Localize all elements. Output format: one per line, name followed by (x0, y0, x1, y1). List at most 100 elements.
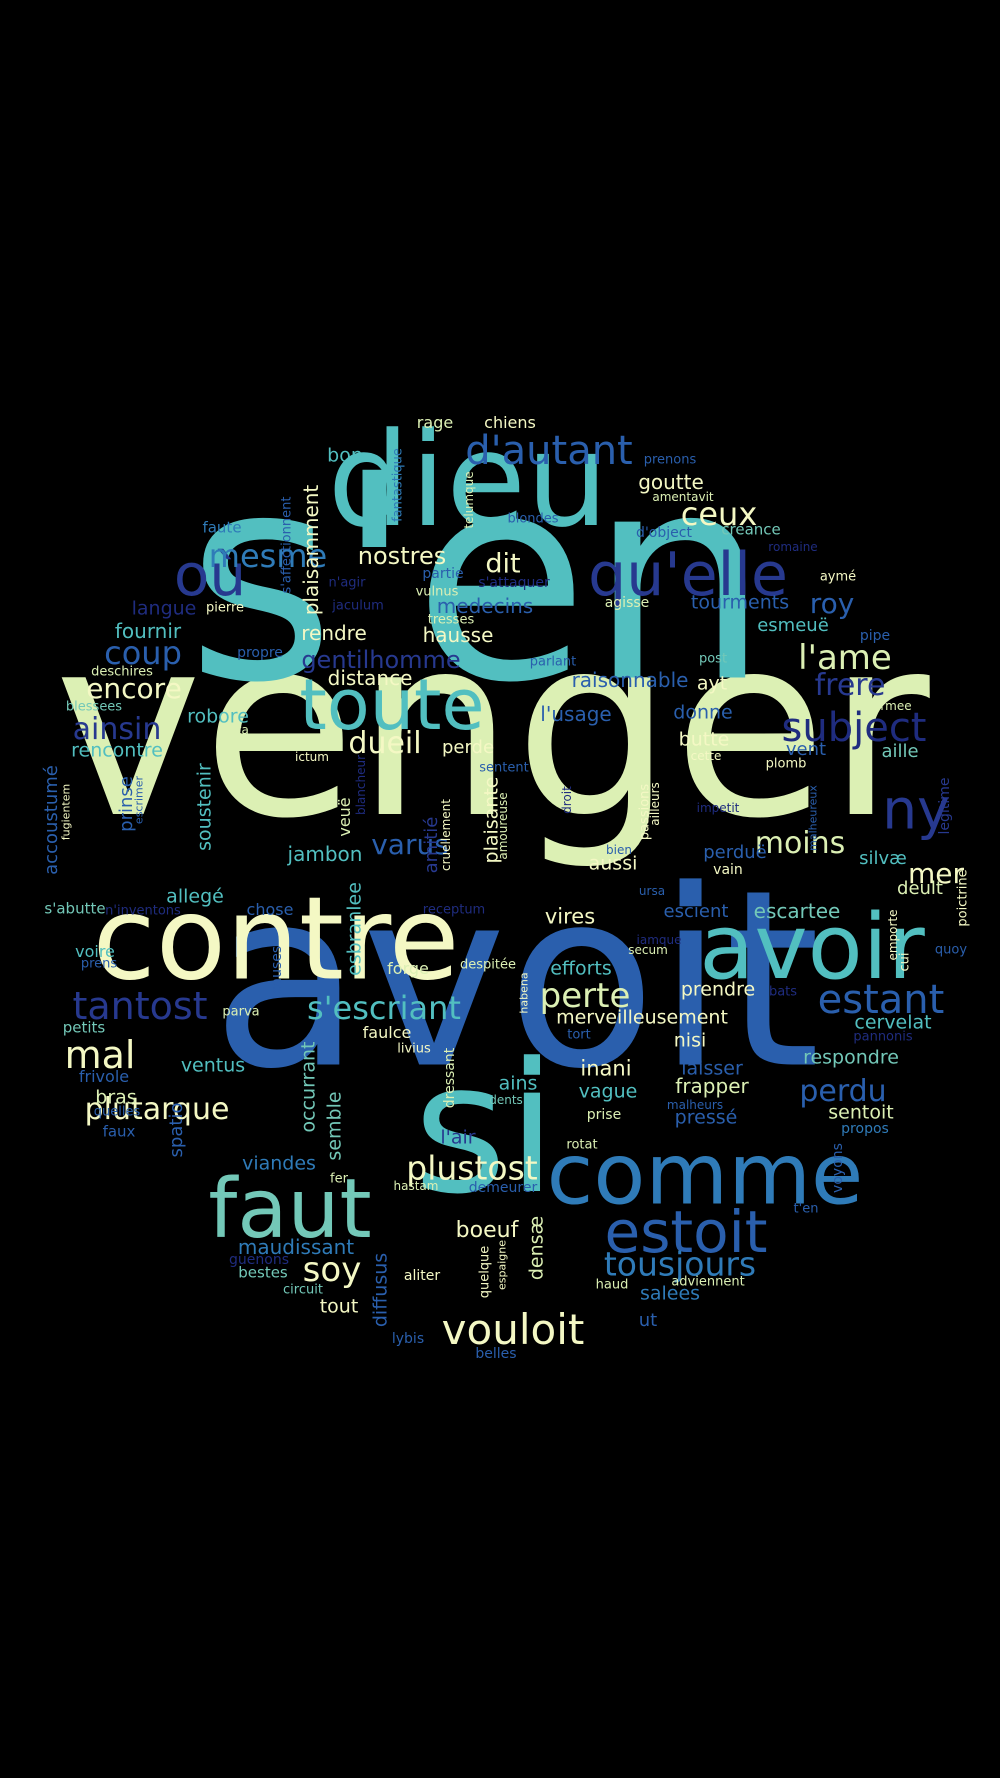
word: receptum (422, 902, 486, 918)
word: si (413, 1025, 557, 1234)
word: avoir (699, 895, 925, 1000)
word: prise (586, 1107, 622, 1123)
word: d'object (636, 525, 692, 541)
word: malheureux (806, 785, 820, 851)
word: perde (441, 737, 495, 758)
word: viandes (242, 1152, 316, 1175)
word: propre (237, 645, 283, 661)
word: bien (606, 843, 632, 857)
word: tousjours (603, 1244, 757, 1284)
word: s'en (186, 413, 770, 746)
word: nostres (357, 542, 447, 570)
word: donne (673, 701, 733, 724)
word: s'escriant (307, 989, 461, 1027)
word: medecins (436, 594, 534, 618)
word: vulnus (415, 584, 459, 600)
word: propos (841, 1121, 889, 1137)
word: ainsin (72, 712, 162, 747)
word: densæ (525, 1215, 548, 1281)
word: fer (330, 1171, 348, 1187)
word: romaine (768, 540, 818, 554)
word: aussi (588, 852, 638, 875)
word: prenons (643, 452, 697, 468)
word: deult (897, 878, 943, 899)
word: droit (560, 786, 574, 814)
word: faux (102, 1122, 136, 1141)
word: plomb (765, 756, 807, 772)
word: salees (639, 1282, 701, 1305)
word: qu'elle (588, 540, 788, 610)
word: impetit (696, 801, 740, 815)
word: n'agir (328, 575, 366, 591)
word: distance (327, 666, 413, 690)
word: perdu (799, 1074, 887, 1109)
word: ventus (180, 1054, 246, 1077)
word: rencontre (71, 739, 163, 762)
word: plutarque (84, 1092, 230, 1127)
word: tresses (427, 612, 475, 628)
word: bats (768, 984, 798, 1000)
word: fournir (114, 619, 182, 643)
word: deschires (91, 664, 153, 680)
word: varus (371, 828, 449, 861)
word: spatio (166, 1102, 187, 1158)
word: hastam (393, 1179, 439, 1193)
word: d'autant (465, 428, 633, 474)
word: escartee (753, 899, 841, 923)
word: dieu (327, 404, 609, 556)
word: sentent (479, 760, 529, 776)
word: quelque (477, 1245, 493, 1299)
word: poictrine (955, 869, 971, 927)
word: cui (897, 952, 913, 972)
word: semble (323, 1091, 346, 1161)
word: cruellement (439, 799, 453, 871)
word: nisi (673, 1029, 707, 1052)
word: ains (498, 1072, 538, 1095)
word: voire (75, 942, 115, 961)
word: vain (713, 862, 743, 878)
word: veuë (335, 797, 354, 837)
word: tantost (72, 984, 208, 1028)
word: frapper (675, 1074, 749, 1098)
word: occurrant (297, 1041, 320, 1133)
word: silvæ (859, 848, 907, 869)
word: mer (907, 857, 965, 890)
word: guenons (229, 1252, 289, 1268)
word: l'armee (866, 699, 912, 713)
word: dueil (348, 726, 422, 761)
word: telumque (462, 471, 476, 529)
word: goutte (638, 470, 704, 494)
word: ailleurs (648, 782, 662, 826)
word: partie (422, 566, 464, 582)
word: encore (86, 672, 182, 705)
word: tout (319, 1295, 359, 1318)
word: venger (54, 582, 930, 873)
word: frivole (78, 1067, 130, 1086)
word: bestes (238, 1263, 288, 1282)
word: pipe (859, 628, 891, 644)
word: vent (785, 739, 827, 760)
word: quelles (93, 1104, 141, 1120)
word: raisonnable (571, 668, 689, 692)
word: t'en (793, 1201, 819, 1217)
word: iamque (636, 933, 682, 947)
word: quoy (934, 942, 968, 958)
word: habena (517, 972, 531, 1014)
word: sentoit (828, 1101, 894, 1124)
word: livius (397, 1041, 431, 1057)
word: creance (721, 520, 781, 539)
word: circuit (283, 1282, 323, 1298)
word: contre (92, 872, 460, 1007)
word: parlant (529, 654, 577, 670)
word: amentavit (652, 490, 714, 504)
word: legitime (937, 777, 953, 835)
word: lybis (391, 1331, 425, 1347)
word: chiens (484, 413, 536, 432)
word: inani (580, 1056, 632, 1081)
word: cette (690, 749, 722, 763)
word: jaculum (332, 598, 384, 614)
word: aille (881, 741, 919, 762)
word: roy (809, 587, 855, 620)
word: l'air (440, 1126, 476, 1149)
word: diffusus (369, 1252, 392, 1328)
